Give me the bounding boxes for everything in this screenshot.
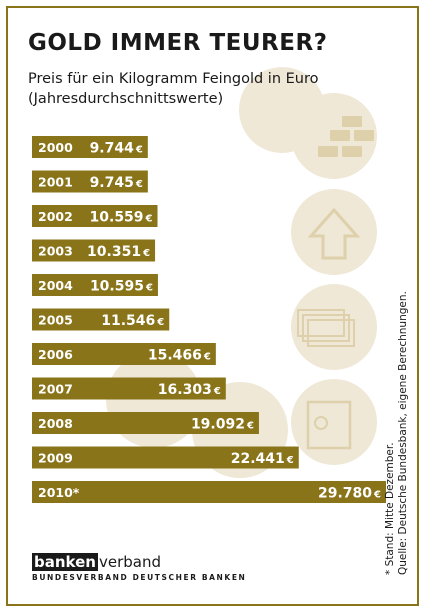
bar-category-label: 2002 — [38, 209, 73, 224]
bankenverband-logo: banken verband BUNDESVERBAND DEUTSCHER B… — [32, 553, 246, 582]
subtitle-line-1: Preis für ein Kilogramm Feingold in Euro — [28, 71, 319, 87]
bar-value-label: 10.559 € — [90, 210, 153, 226]
subtitle-line-2: (Jahresdurchschnittswerte) — [28, 91, 224, 107]
bar-2005 — [32, 308, 170, 331]
bar-value-label: 22.441 € — [231, 451, 294, 467]
bar-category-label: 2004 — [38, 278, 73, 293]
bar-2002 — [32, 205, 158, 227]
decor-circle — [291, 284, 377, 370]
bar-category-label: 2010* — [38, 485, 80, 500]
logo-subline: BUNDESVERBAND DEUTSCHER BANKEN — [32, 573, 247, 582]
decor-circle — [291, 189, 377, 275]
bar-2010* — [32, 481, 386, 503]
bar-2009 — [32, 446, 299, 469]
bar-value-label: 11.546 € — [101, 313, 164, 329]
footnote-stand: * Stand: Mitte Dezember. — [384, 442, 396, 575]
bar-category-label: 2008 — [38, 416, 73, 431]
bar-2001 — [32, 170, 148, 193]
bar-2003 — [32, 239, 156, 262]
bar-value-label: 29.780 € — [318, 486, 381, 502]
logo-boxed-text: banken — [32, 553, 98, 571]
safe-icon — [306, 400, 352, 450]
footnote-source: Quelle: Deutsche Bundesbank, eigene Bere… — [397, 291, 409, 575]
bar-2004 — [32, 274, 158, 296]
source-note: * Stand: Mitte Dezember. Quelle: Deutsch… — [384, 291, 410, 575]
bar-value-label: 9.745 € — [90, 175, 143, 191]
bar-2006 — [32, 343, 216, 365]
banknotes-icon — [297, 309, 355, 347]
bar-2008 — [32, 412, 259, 434]
bar-category-label: 2007 — [38, 382, 73, 397]
gold-bars-icon — [318, 116, 374, 157]
arrow-up-icon — [307, 207, 361, 260]
bar-value-label: 10.595 € — [90, 279, 153, 295]
bar-category-label: 2009 — [38, 451, 73, 466]
bar-value-label: 19.092 € — [191, 417, 254, 433]
bar-value-label: 16.303 € — [158, 382, 221, 398]
logo-text: verband — [98, 553, 161, 571]
bar-value-label: 10.351 € — [87, 244, 150, 260]
chart-title: GOLD IMMER TEURER? — [28, 30, 328, 56]
decor-circle — [239, 67, 325, 153]
bar-category-label: 2005 — [38, 313, 73, 328]
bar-category-label: 2001 — [38, 175, 73, 190]
bar-value-label: 15.466 € — [148, 348, 211, 364]
bar-value-label: 9.744 € — [90, 141, 143, 157]
bar-category-label: 2003 — [38, 244, 73, 259]
bar-category-label: 2006 — [38, 347, 73, 362]
chart-subtitle: Preis für ein Kilogramm Feingold in Euro… — [28, 69, 319, 109]
bar-2007 — [32, 377, 226, 400]
decor-circle — [291, 379, 377, 465]
bar-2000 — [32, 136, 148, 158]
bar-category-label: 2000 — [38, 140, 73, 155]
